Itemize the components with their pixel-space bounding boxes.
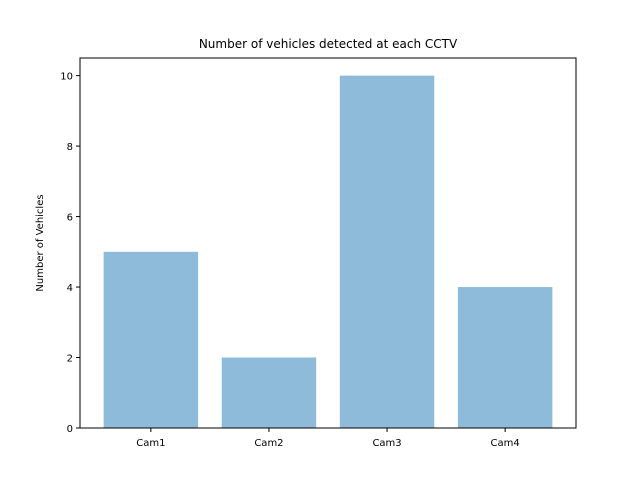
bars-group (103, 75, 553, 428)
x-axis: Cam1 Cam2 Cam3 Cam4 (136, 428, 520, 449)
y-axis: 0 2 4 6 8 10 (60, 72, 80, 435)
bar-cam3 (339, 75, 435, 428)
x-tick-label-cam4: Cam4 (491, 438, 520, 449)
chart-title: Number of vehicles detected at each CCTV (199, 37, 458, 51)
y-tick-label-6: 6 (67, 213, 73, 224)
y-tick-label-2: 2 (67, 354, 73, 365)
y-tick-label-10: 10 (60, 72, 73, 83)
bar-cam4 (457, 287, 553, 428)
y-axis-label: Number of Vehicles (35, 194, 46, 291)
x-tick-label-cam3: Cam3 (372, 438, 401, 449)
y-tick-label-0: 0 (67, 424, 73, 435)
bar-cam1 (103, 251, 199, 428)
x-tick-label-cam1: Cam1 (136, 438, 165, 449)
x-tick-label-cam2: Cam2 (254, 438, 283, 449)
y-tick-label-4: 4 (67, 283, 73, 294)
y-tick-label-8: 8 (67, 142, 73, 153)
bar-cam2 (221, 357, 317, 428)
plot-frame (79, 57, 577, 429)
